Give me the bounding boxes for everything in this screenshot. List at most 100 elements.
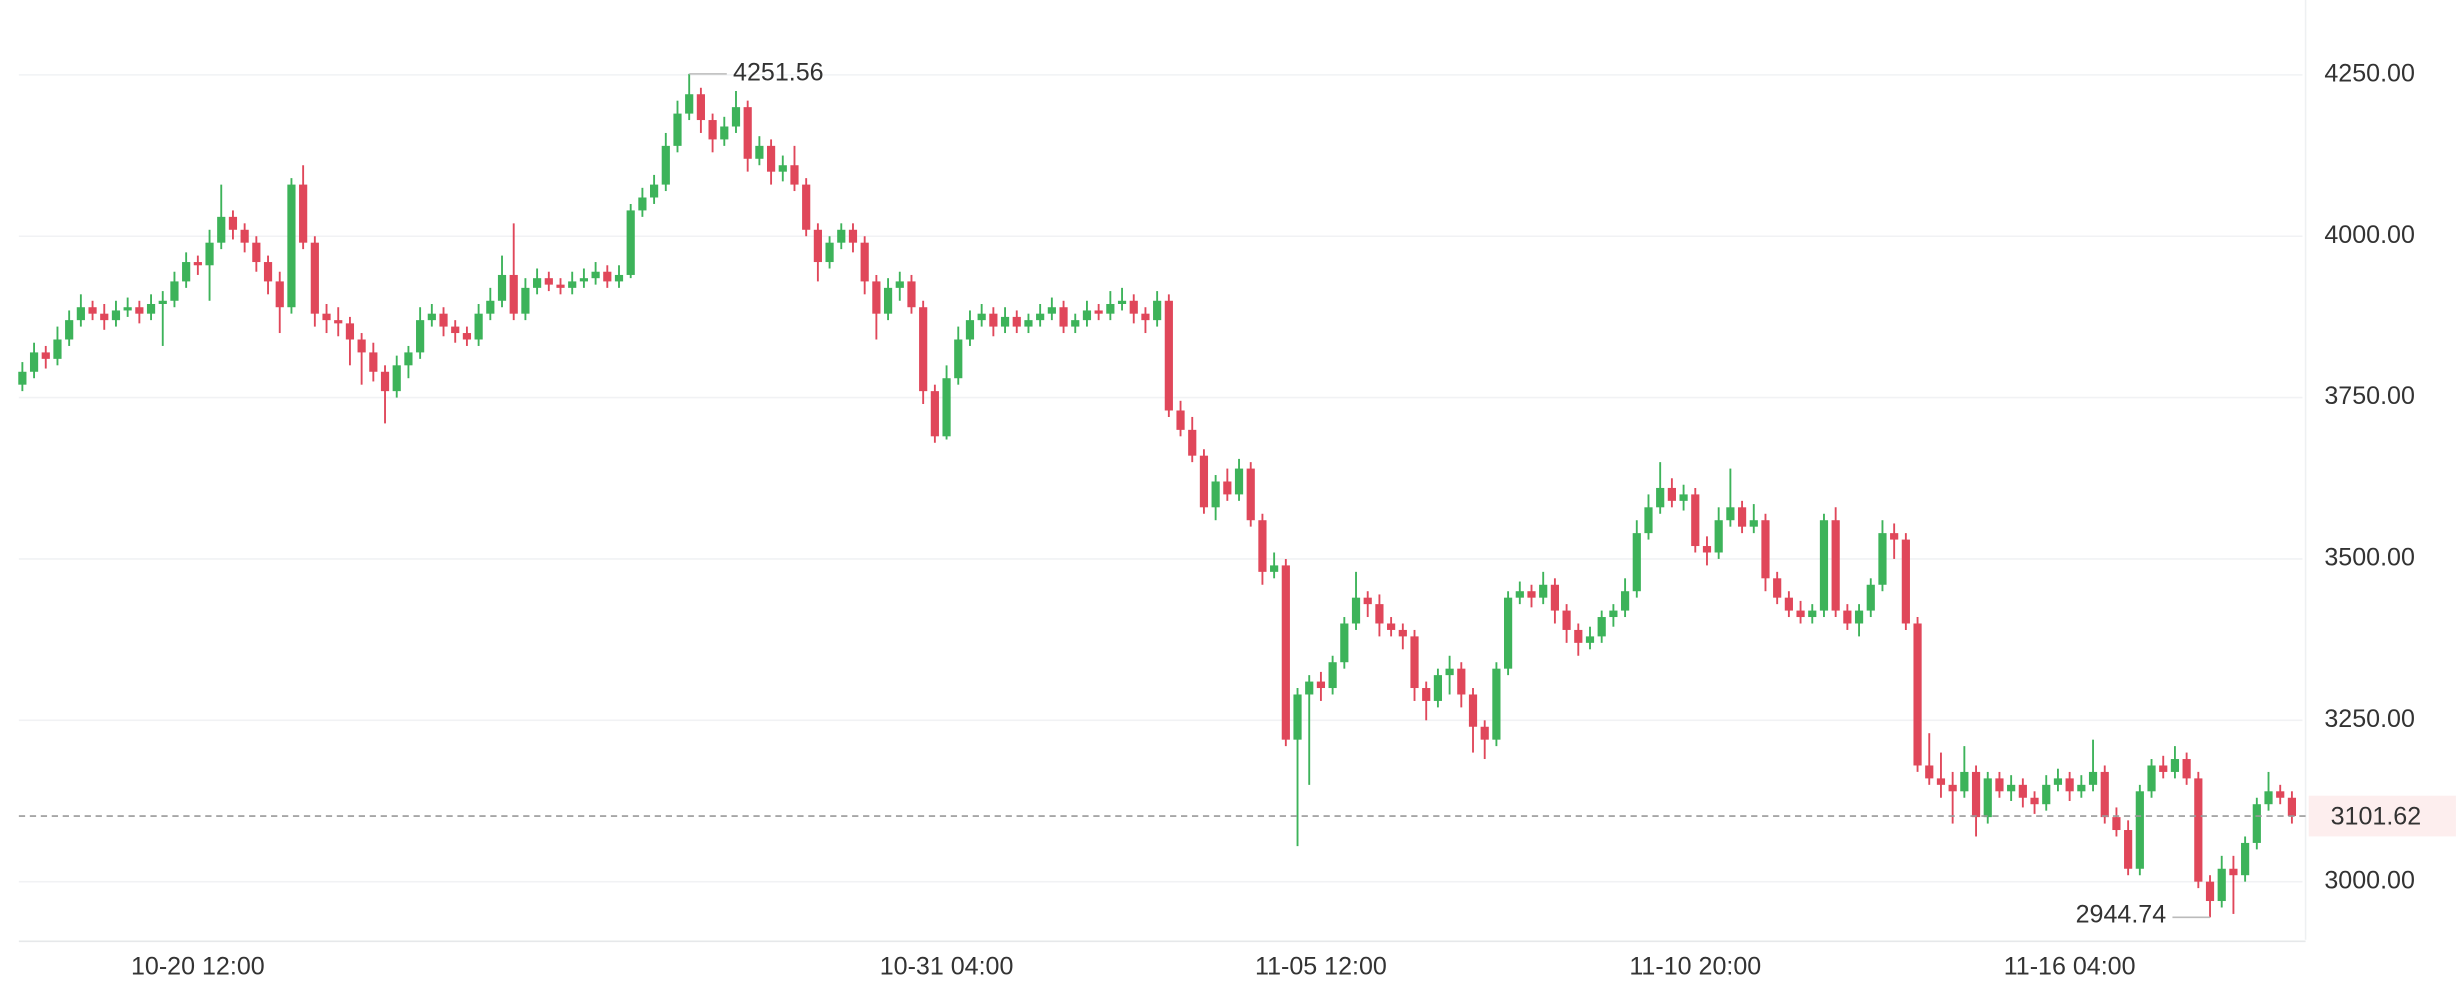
candle-body <box>895 281 904 288</box>
candle-body <box>1925 765 1934 779</box>
candle-body <box>673 113 682 146</box>
candle-body <box>439 313 448 327</box>
last-price-label: 3101.62 <box>2331 802 2422 830</box>
candle-body <box>1843 610 1852 624</box>
y-tick-label: 4250.00 <box>2324 59 2415 87</box>
candle-body <box>1620 591 1630 611</box>
candle-body <box>1644 507 1653 534</box>
candle-body <box>544 278 553 285</box>
y-tick-label: 3250.00 <box>2324 705 2415 733</box>
candle-body <box>1258 520 1267 572</box>
candle-body <box>240 229 249 243</box>
candle-body <box>2007 784 2016 792</box>
candle-body <box>977 313 986 321</box>
candle-body <box>1188 429 1197 456</box>
candle-body <box>1387 623 1396 630</box>
candle-body <box>2018 784 2027 798</box>
candle-body <box>731 107 741 127</box>
candle-body <box>1878 533 1887 585</box>
candle-body <box>2287 797 2297 817</box>
candle-body <box>1796 610 1805 618</box>
candle-body <box>497 274 507 301</box>
candle-body <box>1515 591 1524 598</box>
candle-body <box>29 352 39 372</box>
candle-body <box>1293 694 1302 740</box>
candle-body <box>1831 520 1840 611</box>
candle-body <box>345 323 355 340</box>
candle-body <box>1036 313 1045 321</box>
candle-body <box>18 371 27 385</box>
candle-body <box>1153 300 1162 321</box>
candle-body <box>1819 520 1829 611</box>
candle-body <box>2065 778 2074 792</box>
candle-body <box>1527 591 1536 598</box>
candle-body <box>1656 487 1665 508</box>
candle-body <box>2182 759 2191 779</box>
candle-body <box>1129 300 1138 314</box>
candle-body <box>696 94 705 121</box>
candle-body <box>1679 494 1688 501</box>
candle-body <box>1808 610 1817 618</box>
candle-body <box>1246 468 1255 521</box>
candle-body <box>825 242 834 263</box>
candle-body <box>1983 778 1992 818</box>
candle-body <box>193 262 202 266</box>
candle-body <box>755 145 764 159</box>
candle-body <box>1234 468 1244 495</box>
candle-body <box>2264 791 2273 805</box>
candle-body <box>883 287 893 314</box>
candle-body <box>2205 881 2215 902</box>
candle-body <box>1784 597 1793 611</box>
candle-body <box>1714 520 1723 553</box>
candle-body <box>1609 610 1618 618</box>
last-price-box <box>2308 795 2456 837</box>
candle-body <box>41 352 50 359</box>
candle-body <box>2252 804 2261 843</box>
candle-body <box>1480 726 1489 740</box>
candle-body <box>1270 565 1279 572</box>
candle-body <box>1000 316 1010 327</box>
candle-body <box>1059 307 1068 327</box>
candle-body <box>217 216 226 243</box>
x-tick-label: 11-10 20:00 <box>1629 953 1761 981</box>
candle-body <box>182 262 191 282</box>
candle-body <box>427 313 436 321</box>
candle-body <box>252 242 261 263</box>
y-tick-label: 4000.00 <box>2324 221 2415 249</box>
candle-body <box>462 333 472 340</box>
candle-body <box>2077 784 2086 792</box>
candle-body <box>1328 662 1337 689</box>
candle-body <box>486 300 495 314</box>
candle-body <box>521 287 530 314</box>
candle-body <box>1457 668 1466 695</box>
candle-body <box>579 278 588 282</box>
candle-body <box>88 307 97 314</box>
candle-body <box>743 107 752 159</box>
candle-body <box>111 310 121 321</box>
candle-body <box>1012 316 1021 327</box>
candle-body <box>1211 481 1220 508</box>
candle-body <box>1550 584 1559 611</box>
max-label: 4251.56 <box>733 58 824 86</box>
candle-body <box>416 320 425 353</box>
candle-body <box>790 165 799 185</box>
candle-body <box>1913 623 1922 766</box>
candle-body <box>1445 668 1454 676</box>
candle-body <box>907 281 916 308</box>
candle-body <box>1585 636 1595 643</box>
candle-body <box>2147 765 2156 792</box>
candle-body <box>1773 578 1782 598</box>
candle-body <box>872 281 881 314</box>
candle-body <box>135 307 144 314</box>
candle-body <box>989 313 998 327</box>
x-tick-label: 10-20 12:00 <box>131 953 265 981</box>
candle-body <box>1047 307 1056 314</box>
candle-body <box>1492 668 1501 740</box>
candle-body <box>1597 617 1606 637</box>
candle-body <box>1071 320 1080 327</box>
candle-body <box>1866 584 1875 611</box>
candle-body <box>1024 320 1033 327</box>
candle-body <box>299 184 308 243</box>
candle-body <box>53 339 62 359</box>
